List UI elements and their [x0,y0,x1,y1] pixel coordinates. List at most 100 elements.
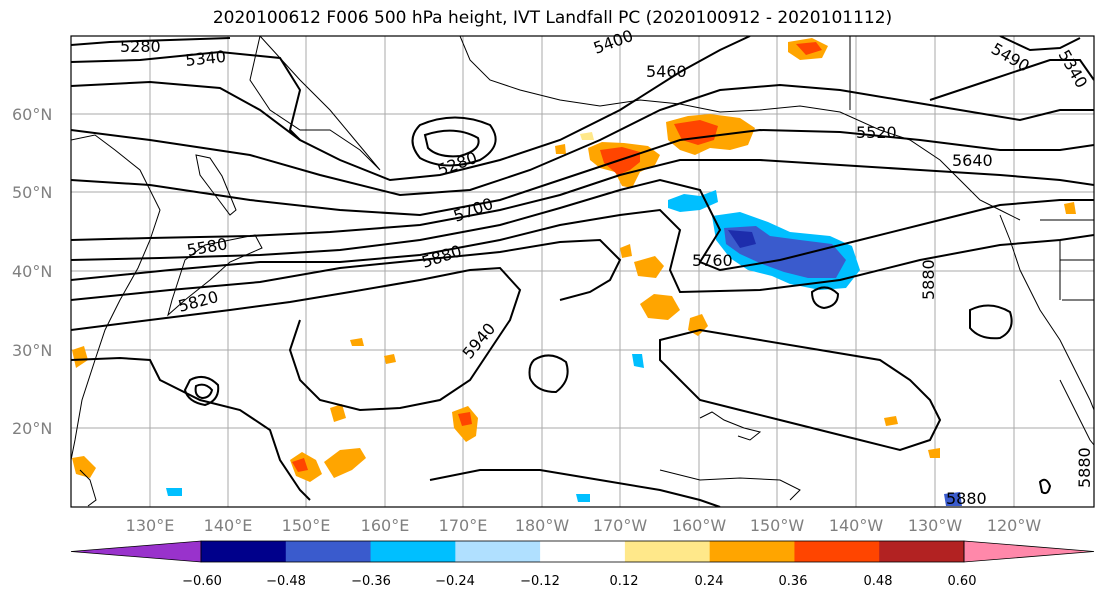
lon-label: 130°W [908,516,963,535]
contour-label: 5520 [856,123,897,142]
map-border [70,35,1095,508]
contour-line [1038,478,1052,495]
ivt-patch [632,354,644,368]
colorbar-ticks: −0.60 −0.48 −0.36 −0.24 −0.12 0.12 0.24 … [182,574,976,589]
ivt-patch [928,448,940,458]
lon-label: 130°E [126,516,175,535]
contour-label: 5880 [1075,447,1094,488]
ivt-patch [384,354,396,364]
lon-label: 140°E [204,516,253,535]
lon-label: 160°E [361,516,410,535]
japan-coast [167,234,263,317]
ivt-patch [724,226,846,278]
alaska-coast [459,36,1021,221]
ivt-patch [576,494,590,502]
contour-line [810,286,840,310]
asia-coast [71,134,161,461]
contour-label: 5640 [952,151,993,170]
lon-label: 150°E [282,516,331,535]
colorbar-segment [201,541,287,562]
lat-label: 20°N [12,419,52,438]
contour-line [429,469,721,507]
lat-label: 50°N [12,183,52,202]
ivt-patch [580,132,594,140]
coastlines [71,36,1094,507]
lat-label: 60°N [12,105,52,124]
colorbar-tick-label: −0.36 [351,574,391,589]
colorbar-tick-label: −0.48 [266,574,306,589]
lat-label: 40°N [12,262,52,281]
ivt-patch [555,144,566,154]
lon-label: 170°E [439,516,488,535]
state-borders [1040,219,1094,301]
kamchatka-coast [249,36,381,171]
contour-line [71,159,1094,241]
small-islands [659,469,801,501]
ivt-patch [72,346,88,368]
colorbar-tick-label: −0.60 [182,574,222,589]
colorbar-tick-label: 0.48 [864,574,893,589]
contour-line [969,304,1013,340]
contour-line [71,50,302,141]
colorbar-max-extend [963,540,1095,563]
colorbar-tick-label: −0.12 [520,574,560,589]
colorbar-tick-label: 0.24 [695,574,724,589]
colorbar-tick-label: 0.36 [779,574,808,589]
ivt-patch [728,230,756,248]
contour-label: 5880 [946,489,987,508]
colorbar-segment [455,541,541,562]
sakhalin-coast [195,154,237,216]
contour-line [71,83,1094,197]
contour-line [71,36,751,182]
contour-label: 5340 [184,47,226,70]
contour-line [528,354,569,394]
longitude-labels: 130°E 140°E 150°E 160°E 170°E 180°W 170°… [126,516,1042,535]
colorbar-tick-label: 0.60 [948,574,977,589]
lon-label: 170°W [593,516,648,535]
contour-line [929,59,1094,101]
colorbar-segments [70,540,1095,563]
height-contours [71,36,1094,507]
contour-line [71,208,1094,294]
lon-label: 180°W [515,516,570,535]
contour-label: 5460 [646,62,687,81]
contour-line [411,116,497,167]
ivt-patch [324,448,366,478]
colorbar-tick-label: −0.24 [435,574,475,589]
contour-line [71,238,622,301]
ivt-patch [796,42,822,55]
contour-line [194,383,214,400]
colorbar-segment [794,541,880,562]
colorbar-segment [709,541,795,562]
colorbar-segment [370,541,456,562]
lat-label: 30°N [12,341,52,360]
ivt-patch [330,404,346,422]
ivt-negative-shading [166,190,962,506]
ivt-patch [668,190,718,212]
colorbar-segment [879,541,965,562]
ivt-patch [944,492,962,506]
hawaii-islands [699,411,762,441]
colorbar-min-extend [70,540,202,563]
ivt-patch [620,244,632,258]
colorbar-tick-label: 0.12 [610,574,639,589]
ivt-patch [458,412,472,426]
colorbar-border [200,540,965,563]
lon-label: 140°W [829,516,884,535]
lon-label: 120°W [987,516,1042,535]
lon-label: 150°W [750,516,805,535]
colorbar: −0.60 −0.48 −0.36 −0.24 −0.12 0.12 0.24 … [70,540,1095,589]
ivt-patch [1064,202,1076,214]
contour-line [71,178,1094,272]
contour-line [999,36,1081,52]
map-title: 2020100612 F006 500 hPa height, IVT Land… [212,8,893,28]
ivt-patch [350,338,364,346]
contour-line [71,128,1094,217]
contour-line [183,375,220,407]
ivt-patch [640,294,680,320]
ivt-patch [634,256,664,278]
contour-label: 5280 [120,37,161,56]
contour-label: 5880 [919,259,938,300]
contour-line [71,266,522,412]
